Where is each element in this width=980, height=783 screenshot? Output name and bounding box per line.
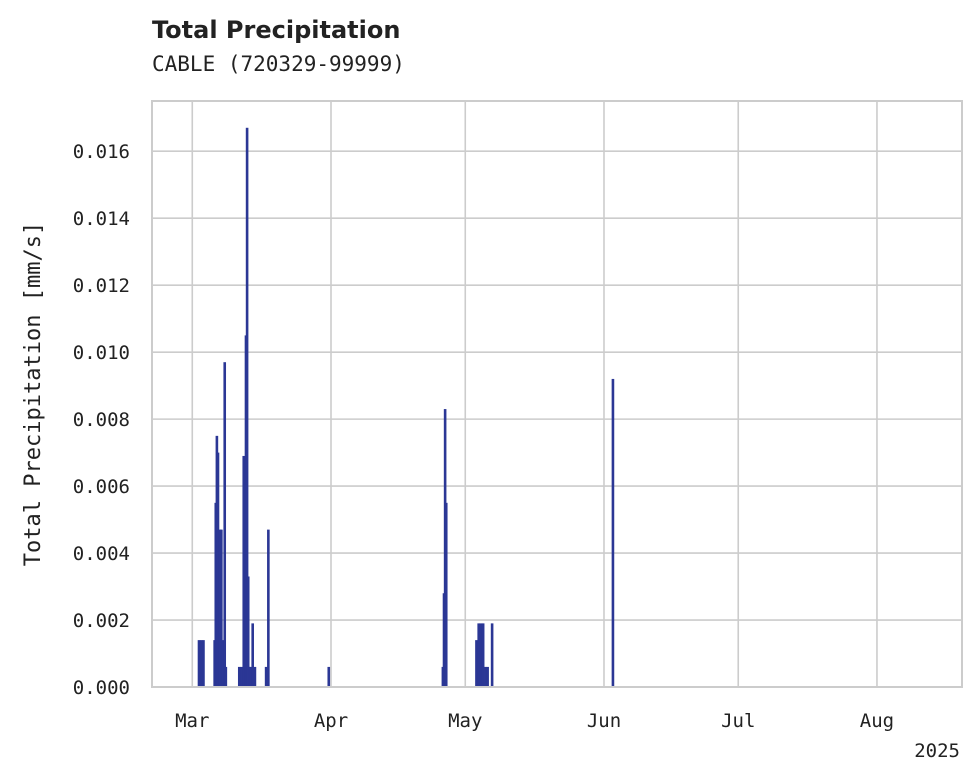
y-axis-label: Total Precipitation [mm/s]	[21, 222, 46, 566]
precipitation-bar	[216, 452, 220, 687]
precipitation-bar	[242, 455, 246, 687]
y-tick-label: 0.008	[73, 409, 130, 431]
x-axis-year-label: 2025	[914, 740, 960, 762]
x-axis-ticks: Mar Apr May Jun Jul Aug	[175, 710, 894, 732]
y-tick-label: 0.010	[73, 342, 130, 364]
y-tick-label: 0.016	[73, 141, 130, 163]
x-tick-label: Aug	[860, 710, 894, 732]
precipitation-bar	[251, 623, 254, 687]
plot-frame	[151, 100, 963, 688]
precipitation-bar	[481, 623, 485, 687]
precipitation-bar	[327, 666, 331, 687]
x-tick-label: Jun	[587, 710, 621, 732]
precipitation-bar	[197, 640, 201, 687]
precipitation-bar	[479, 623, 483, 687]
chart-title: Total Precipitation	[152, 16, 401, 44]
precipitation-bar	[490, 623, 494, 687]
y-tick-label: 0.006	[73, 476, 130, 498]
precipitation-bar	[223, 362, 227, 687]
precipitation-bar	[475, 640, 478, 687]
y-tick-label: 0.014	[73, 208, 130, 230]
precipitation-bar	[245, 127, 249, 687]
x-tick-label: Apr	[314, 710, 348, 732]
y-tick-label: 0.002	[73, 610, 130, 632]
precipitation-bar	[486, 666, 489, 687]
y-axis-ticks: 0.000 0.002 0.004 0.006 0.008 0.010 0.012 0.014…	[73, 141, 130, 699]
precipitation-bar	[237, 666, 241, 687]
precipitation-bar	[220, 529, 223, 687]
precipitation-bar	[246, 576, 250, 687]
precipitation-bar	[199, 640, 203, 687]
precipitation-bar	[240, 666, 243, 687]
precipitation-bar	[611, 378, 615, 687]
precipitation-bar	[444, 502, 448, 687]
x-tick-label: Jul	[721, 710, 755, 732]
x-tick-label: May	[448, 710, 482, 732]
chart-subtitle: CABLE (720329-99999)	[152, 52, 405, 76]
precipitation-bar	[264, 666, 268, 687]
precipitation-bar	[477, 623, 480, 687]
precipitation-bar	[221, 640, 224, 687]
precipitation-bar	[484, 666, 487, 687]
x-tick-label: Mar	[175, 710, 209, 732]
y-tick-label: 0.012	[73, 275, 130, 297]
precipitation-bar	[224, 666, 228, 687]
y-tick-label: 0.000	[73, 677, 130, 699]
precipitation-bar	[202, 640, 205, 687]
grid-layer	[152, 101, 962, 688]
y-tick-label: 0.004	[73, 543, 130, 565]
precipitation-bar	[249, 666, 252, 687]
precipitation-bar	[267, 529, 270, 687]
bar-layer	[197, 127, 615, 687]
precipitation-bar	[253, 666, 257, 687]
